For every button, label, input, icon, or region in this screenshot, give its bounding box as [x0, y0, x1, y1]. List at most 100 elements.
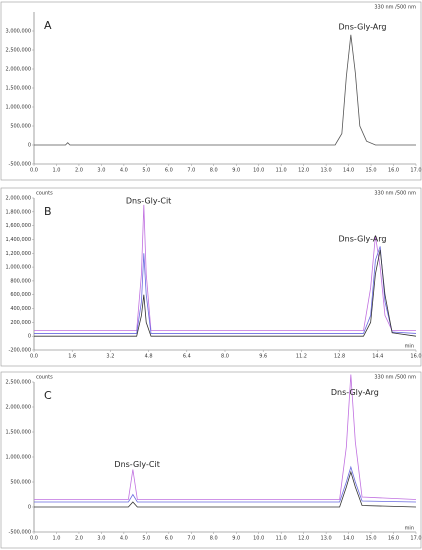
panel-label: B — [44, 205, 52, 218]
y-label: counts — [36, 191, 53, 197]
x-tick-label: 8.0 — [210, 536, 218, 542]
x-tick-label: 16.0 — [388, 168, 399, 174]
series-line — [34, 374, 417, 500]
y-tick-label: -500,000 — [9, 530, 31, 536]
x-tick-label: 16.0 — [410, 354, 421, 360]
x-tick-label: 5.0 — [142, 536, 150, 542]
x-tick-label: 3.2 — [106, 354, 114, 360]
x-tick-label: 10.0 — [253, 536, 264, 542]
y-tick-label: 0 — [28, 505, 31, 511]
x-tick-label: 15.0 — [365, 168, 376, 174]
x-tick-label: 4.0 — [120, 168, 128, 174]
y-tick-label: 2,000,000 — [6, 405, 31, 411]
y-tick-label: 1,000,000 — [6, 455, 31, 461]
y-tick-label: 2,500,000 — [6, 380, 31, 386]
x-tick-label: 12.0 — [298, 536, 309, 542]
y-tick-label: 2,500,000 — [6, 48, 31, 54]
series-line — [34, 249, 417, 337]
x-tick-label: 6.0 — [165, 536, 173, 542]
x-tick-label: 14.0 — [343, 168, 354, 174]
y-tick-label: -500,000 — [9, 162, 31, 168]
y-tick-label: 500,000 — [10, 480, 31, 486]
x-tick-label: 8.0 — [221, 354, 229, 360]
subtitle: 330 nm /500 nm — [374, 5, 416, 11]
x-label: min — [405, 526, 414, 532]
x-tick-label: 10.0 — [253, 168, 264, 174]
x-tick-label: 12.0 — [298, 168, 309, 174]
y-tick-label: 1,400,000 — [6, 237, 31, 243]
x-tick-label: 0.0 — [30, 168, 38, 174]
panel-frame — [0, 371, 422, 549]
x-label: min — [405, 344, 414, 350]
x-tick-label: 0.0 — [30, 354, 38, 360]
x-tick-label: 11.0 — [276, 536, 287, 542]
x-tick-label: 1.0 — [52, 168, 60, 174]
panel-frame — [0, 187, 422, 367]
x-tick-label: 1.6 — [68, 354, 76, 360]
x-tick-label: 15.0 — [365, 536, 376, 542]
x-tick-label: 12.8 — [334, 354, 345, 360]
y-tick-label: 3,000,000 — [6, 29, 31, 35]
y-tick-label: 1,800,000 — [6, 209, 31, 215]
x-tick-label: 3.0 — [97, 536, 105, 542]
x-tick-label: 1.0 — [52, 536, 60, 542]
y-tick-label: 2,000,000 — [6, 67, 31, 73]
x-tick-label: 9.0 — [232, 536, 240, 542]
y-tick-label: 1,200,000 — [6, 251, 31, 257]
y-tick-label: 1,000,000 — [6, 105, 31, 111]
subtitle: 330 nm /500 nm — [374, 375, 416, 381]
panel-frame — [0, 1, 422, 181]
y-tick-label: 800,000 — [10, 278, 31, 284]
x-tick-label: 2.0 — [75, 168, 83, 174]
x-tick-label: 13.0 — [321, 536, 332, 542]
series-line — [34, 34, 416, 146]
peak-annotation: Dns-Gly-Arg — [339, 23, 387, 32]
x-tick-label: 6.0 — [165, 168, 173, 174]
y-tick-label: 1,500,000 — [6, 430, 31, 436]
x-tick-label: 7.0 — [187, 536, 195, 542]
y-tick-label: 1,600,000 — [6, 223, 31, 229]
x-tick-label: 14.0 — [343, 536, 354, 542]
peak-annotation: Dns-Gly-Cit — [126, 197, 171, 206]
x-tick-label: 4.0 — [120, 536, 128, 542]
x-tick-label: 9.6 — [259, 354, 267, 360]
subtitle: 330 nm /500 nm — [374, 191, 416, 197]
y-tick-label: 2,000,000 — [6, 196, 31, 202]
peak-annotation: Dns-Gly-Arg — [339, 235, 387, 244]
y-tick-label: 500,000 — [10, 124, 31, 130]
x-tick-label: 16.0 — [388, 536, 399, 542]
series-line — [34, 470, 417, 508]
x-tick-label: 7.0 — [187, 168, 195, 174]
y-tick-label: -200,000 — [9, 348, 31, 354]
series-line — [34, 465, 417, 503]
y-tick-label: 1,500,000 — [6, 86, 31, 92]
peak-annotation: Dns-Gly-Arg — [331, 388, 379, 397]
x-tick-label: 11.2 — [296, 354, 307, 360]
series-line — [34, 204, 416, 332]
x-tick-label: 9.0 — [232, 168, 240, 174]
x-tick-label: 3.0 — [97, 168, 105, 174]
x-tick-label: 0.0 — [30, 536, 38, 542]
x-tick-label: 13.0 — [321, 168, 332, 174]
y-tick-label: 0 — [28, 334, 31, 340]
series-line — [34, 246, 417, 334]
x-tick-label: 17.0 — [410, 536, 421, 542]
panel-label: C — [44, 389, 52, 402]
x-tick-label: 14.4 — [372, 354, 383, 360]
peak-annotation: Dns-Gly-Cit — [114, 460, 159, 469]
x-tick-label: 17.0 — [410, 168, 421, 174]
x-tick-label: 2.0 — [75, 536, 83, 542]
x-tick-label: 11.0 — [276, 168, 287, 174]
panel-label: A — [44, 19, 52, 32]
x-tick-label: 5.0 — [142, 168, 150, 174]
x-tick-label: 8.0 — [210, 168, 218, 174]
y-tick-label: 1,000,000 — [6, 265, 31, 271]
y-tick-label: 0 — [28, 143, 31, 149]
y-tick-label: 400,000 — [10, 306, 31, 312]
y-label: counts — [36, 375, 53, 381]
x-tick-label: 4.8 — [145, 354, 153, 360]
y-tick-label: 200,000 — [10, 320, 31, 326]
x-tick-label: 6.4 — [183, 354, 191, 360]
y-tick-label: 600,000 — [10, 292, 31, 298]
